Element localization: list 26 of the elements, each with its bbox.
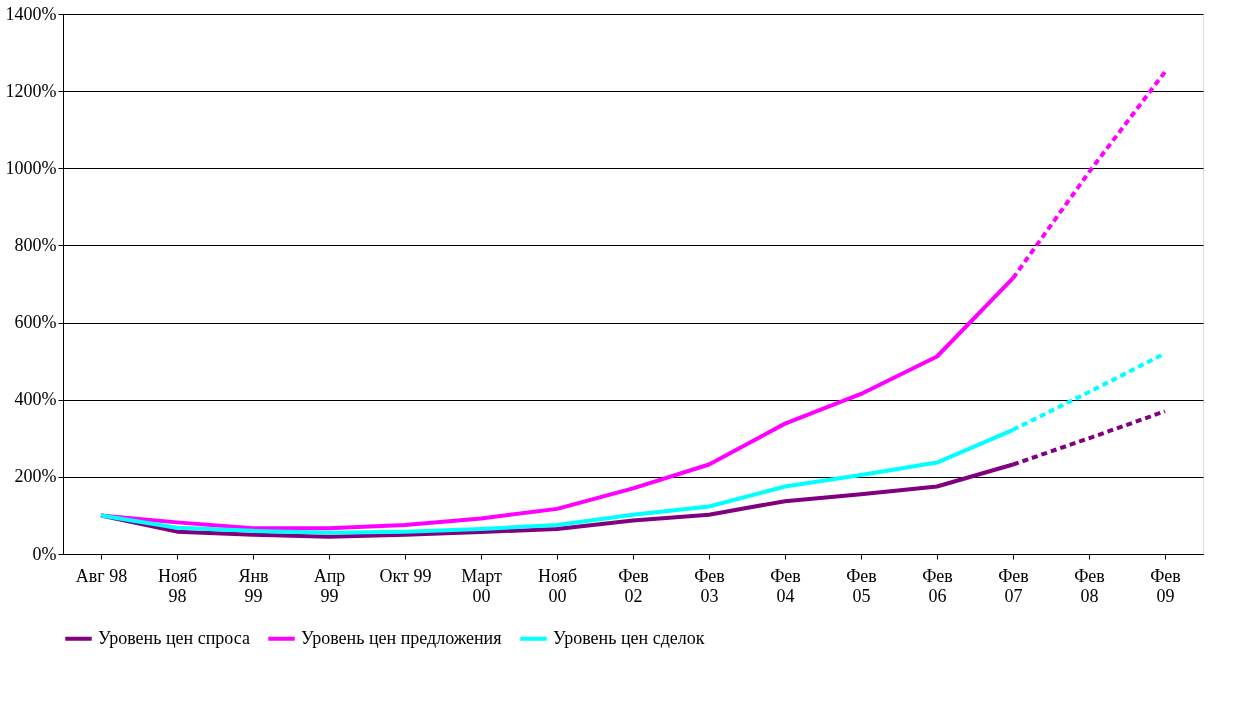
x-tick-label: Фев 04 [770, 565, 801, 606]
legend-label: Уровень цен спроса [98, 627, 250, 648]
y-tick-label: 400% [14, 389, 57, 410]
x-tick-label: Фев 02 [618, 565, 649, 606]
y-tick-label: 0% [32, 543, 57, 564]
y-tick-label: 600% [14, 312, 57, 333]
x-tick-label: Авг 98 [75, 565, 128, 586]
x-tick-label: Окт 99 [379, 565, 432, 586]
x-tick-label: Фев 09 [1150, 565, 1181, 606]
y-tick-label: 1200% [5, 80, 57, 101]
x-tick-label: Фев 08 [1074, 565, 1105, 606]
x-tick-label: Фев 06 [922, 565, 953, 606]
x-tick-label: Фев 05 [846, 565, 877, 606]
x-tick-label: Апр 99 [313, 565, 346, 606]
x-tick-label: Нояб 00 [537, 565, 578, 606]
x-tick-label: Фев 03 [694, 565, 725, 606]
x-tick-label: Март 00 [461, 565, 502, 606]
legend-label: Уровень цен предложения [301, 627, 502, 648]
y-tick-label: 200% [14, 466, 57, 487]
y-tick-label: 1400% [5, 3, 57, 24]
y-tick-label: 800% [14, 234, 57, 255]
x-tick-label: Янв 99 [238, 565, 269, 606]
legend-label: Уровень цен сделок [553, 627, 705, 648]
x-tick-label: Фев 07 [998, 565, 1029, 606]
y-tick-label: 1000% [5, 157, 57, 178]
x-tick-label: Нояб 98 [157, 565, 198, 606]
